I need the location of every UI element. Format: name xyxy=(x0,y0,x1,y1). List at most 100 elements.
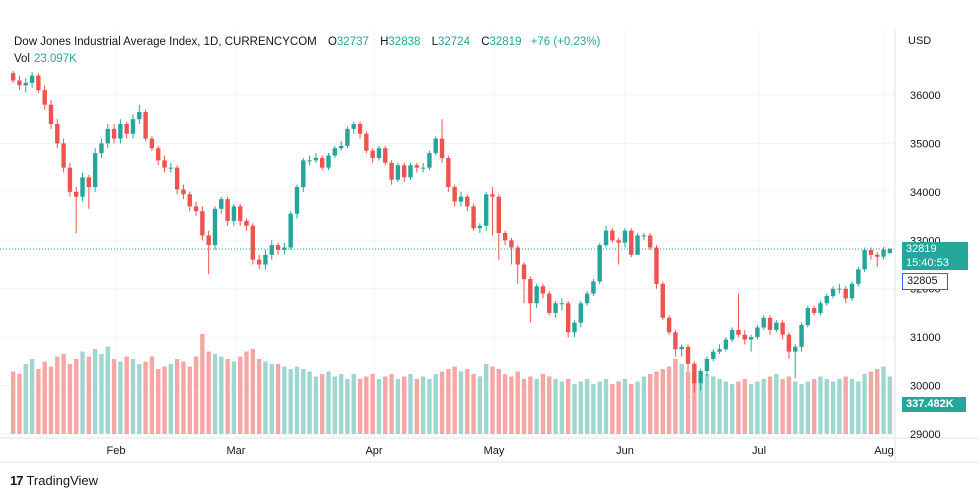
candle-body xyxy=(130,119,136,134)
candle-body xyxy=(509,240,514,248)
candle-body xyxy=(849,283,855,299)
candle-body xyxy=(433,138,438,154)
volume-bar xyxy=(868,371,874,434)
volume-bar xyxy=(401,376,407,434)
candle-body xyxy=(294,187,300,214)
volume-bar xyxy=(130,359,136,434)
price-axis[interactable]: 3600035000340003300032000310003000029000 xyxy=(910,90,941,441)
candle-body xyxy=(80,177,85,197)
volume-bar xyxy=(490,366,495,434)
volume-bar xyxy=(345,379,350,434)
candle-body xyxy=(471,206,476,229)
candle-body xyxy=(528,279,533,304)
volume-bar xyxy=(786,376,792,434)
currency-label[interactable]: USD xyxy=(908,35,932,47)
volume-bar xyxy=(837,379,842,434)
volume-bar xyxy=(10,371,16,434)
volume-bar xyxy=(86,356,92,434)
candle-body xyxy=(793,346,798,352)
candle-body xyxy=(389,162,394,180)
candle-body xyxy=(17,80,22,86)
candle-body xyxy=(692,363,697,384)
volume-bar xyxy=(395,379,401,434)
volume-bar xyxy=(723,381,729,434)
volume-bar xyxy=(711,376,716,434)
volume-bar xyxy=(534,379,539,434)
candle-body xyxy=(837,288,842,290)
candle-body xyxy=(856,269,861,284)
candle-body xyxy=(887,249,893,254)
candle-body xyxy=(534,286,539,304)
candle-body xyxy=(515,247,520,265)
volume-bar xyxy=(736,381,741,434)
volume-bar xyxy=(439,371,445,434)
time-tick-label: Apr xyxy=(365,445,382,457)
volume-bar xyxy=(156,369,161,434)
candle-body xyxy=(496,196,502,234)
candle-body xyxy=(572,322,577,333)
close-label: C xyxy=(481,36,490,48)
candle-body xyxy=(351,124,356,129)
candle-body xyxy=(200,211,205,236)
volume-bar xyxy=(111,359,117,434)
price-tick-label: 35000 xyxy=(910,138,941,150)
volume-bar xyxy=(376,379,382,434)
candle-body xyxy=(811,308,817,313)
price-tick-label: 34000 xyxy=(910,187,941,199)
candle-body xyxy=(698,371,703,384)
volume-bar xyxy=(647,374,653,434)
candle-body xyxy=(48,104,54,125)
volume-bar xyxy=(654,371,659,434)
candle-body xyxy=(490,194,495,197)
candle-body xyxy=(92,153,98,188)
candle-body xyxy=(673,332,678,350)
candle-body xyxy=(74,191,79,197)
volume-bar xyxy=(610,384,615,434)
candle-body xyxy=(818,303,823,313)
candle-body xyxy=(862,249,867,270)
candle-body xyxy=(799,325,804,347)
candle-body xyxy=(622,230,628,243)
candle-body xyxy=(86,177,92,188)
time-tick-label: Aug xyxy=(874,445,894,457)
candle-body xyxy=(288,213,293,248)
candle-body xyxy=(168,167,174,169)
volume-bar xyxy=(685,371,691,434)
candle-body xyxy=(263,254,268,265)
candle-body xyxy=(483,194,489,226)
candle-body xyxy=(584,293,590,304)
candle-body xyxy=(553,303,558,313)
time-axis[interactable]: Feb Mar Apr May Jun Jul Aug xyxy=(107,445,894,457)
candle-body xyxy=(42,90,47,105)
brand-name: TradingView xyxy=(26,473,99,488)
volume-bar xyxy=(187,366,192,434)
candle-body xyxy=(717,349,722,352)
volume-bar xyxy=(275,364,281,434)
volume-bar xyxy=(774,374,779,434)
volume-bar xyxy=(225,359,230,434)
tradingview-brand[interactable]: 17 TradingView xyxy=(10,473,98,488)
open-label: O xyxy=(327,36,337,48)
volume-bar xyxy=(805,381,811,434)
volume-bar xyxy=(92,349,98,434)
volume-bar xyxy=(370,374,375,434)
tradingview-logo-icon: 17 xyxy=(10,473,24,488)
candle-body xyxy=(105,128,110,144)
volume-bar xyxy=(414,379,420,434)
high-label: H xyxy=(380,36,389,48)
candle-body xyxy=(269,245,274,255)
volume-bar xyxy=(584,379,590,434)
volume-bar xyxy=(288,369,293,434)
candle-body xyxy=(521,264,527,280)
time-tick-label: Mar xyxy=(227,445,246,457)
low-value: 32724 xyxy=(438,36,470,48)
candle-body xyxy=(647,235,653,248)
volume-bar xyxy=(29,359,35,434)
volume-bar xyxy=(206,351,211,434)
volume-bar xyxy=(572,384,577,434)
candle-body xyxy=(767,317,773,330)
candle-body xyxy=(465,196,470,207)
volume-bar xyxy=(389,374,394,434)
volume-bar xyxy=(42,361,47,434)
